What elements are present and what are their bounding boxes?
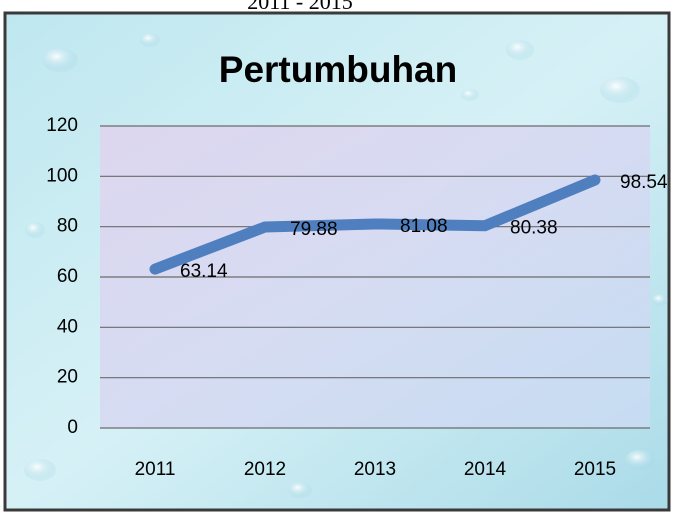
data-label: 63.14	[180, 261, 228, 282]
y-tick-label: 20	[57, 367, 78, 388]
data-label: 81.08	[400, 216, 448, 237]
y-tick-label: 100	[46, 165, 78, 186]
y-tick-label: 40	[57, 316, 78, 337]
data-label: 98.54	[620, 172, 668, 193]
drops	[24, 33, 668, 498]
page-heading: 2011 - 2015	[247, 0, 353, 14]
y-tick-label: 120	[46, 115, 78, 136]
y-tick-label: 80	[57, 216, 78, 237]
chart-title: Pertumbuhan	[219, 49, 457, 90]
data-label: 79.88	[290, 219, 338, 240]
x-tick-label: 2012	[244, 459, 286, 480]
data-label: 80.38	[510, 218, 558, 239]
line-series	[149, 174, 601, 275]
x-tick-label: 2011	[135, 459, 176, 480]
x-tick-label: 2013	[354, 459, 396, 480]
y-tick-label: 60	[57, 266, 78, 287]
x-tick-label: 2015	[574, 459, 616, 480]
y-tick-label: 0	[67, 417, 78, 438]
x-tick-label: 2014	[464, 459, 507, 480]
